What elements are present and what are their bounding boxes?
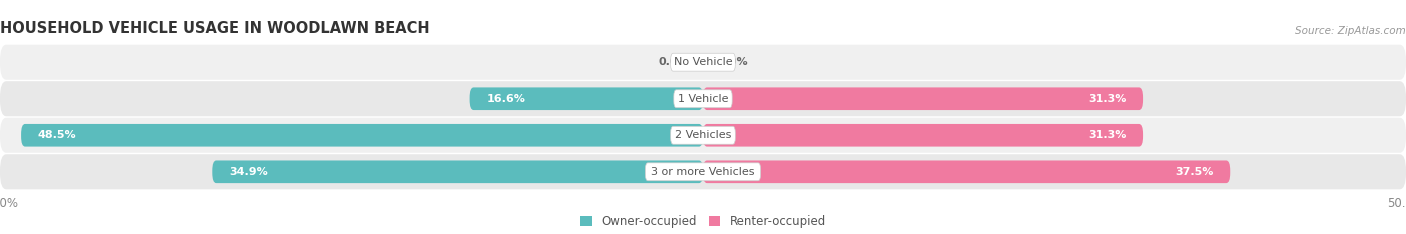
Text: 34.9%: 34.9% [229,167,269,177]
Text: No Vehicle: No Vehicle [673,57,733,67]
FancyBboxPatch shape [470,88,703,110]
Text: 0.0%: 0.0% [658,57,689,67]
FancyBboxPatch shape [703,161,1230,183]
FancyBboxPatch shape [703,124,1143,146]
Text: 31.3%: 31.3% [1088,94,1126,104]
FancyBboxPatch shape [21,124,703,146]
Text: Source: ZipAtlas.com: Source: ZipAtlas.com [1295,26,1406,36]
Text: 31.3%: 31.3% [1088,130,1126,140]
FancyBboxPatch shape [671,53,735,71]
FancyBboxPatch shape [0,81,1406,116]
Text: HOUSEHOLD VEHICLE USAGE IN WOODLAWN BEACH: HOUSEHOLD VEHICLE USAGE IN WOODLAWN BEAC… [0,21,430,36]
FancyBboxPatch shape [0,118,1406,153]
Legend: Owner-occupied, Renter-occupied: Owner-occupied, Renter-occupied [579,215,827,228]
FancyBboxPatch shape [645,163,761,181]
FancyBboxPatch shape [212,161,703,183]
FancyBboxPatch shape [671,126,735,144]
FancyBboxPatch shape [673,90,733,108]
Text: 0.0%: 0.0% [717,57,748,67]
Text: 2 Vehicles: 2 Vehicles [675,130,731,140]
Text: 37.5%: 37.5% [1175,167,1213,177]
FancyBboxPatch shape [0,45,1406,80]
FancyBboxPatch shape [703,88,1143,110]
Text: 1 Vehicle: 1 Vehicle [678,94,728,104]
Text: 16.6%: 16.6% [486,94,526,104]
Text: 48.5%: 48.5% [38,130,76,140]
FancyBboxPatch shape [0,154,1406,189]
Text: 3 or more Vehicles: 3 or more Vehicles [651,167,755,177]
